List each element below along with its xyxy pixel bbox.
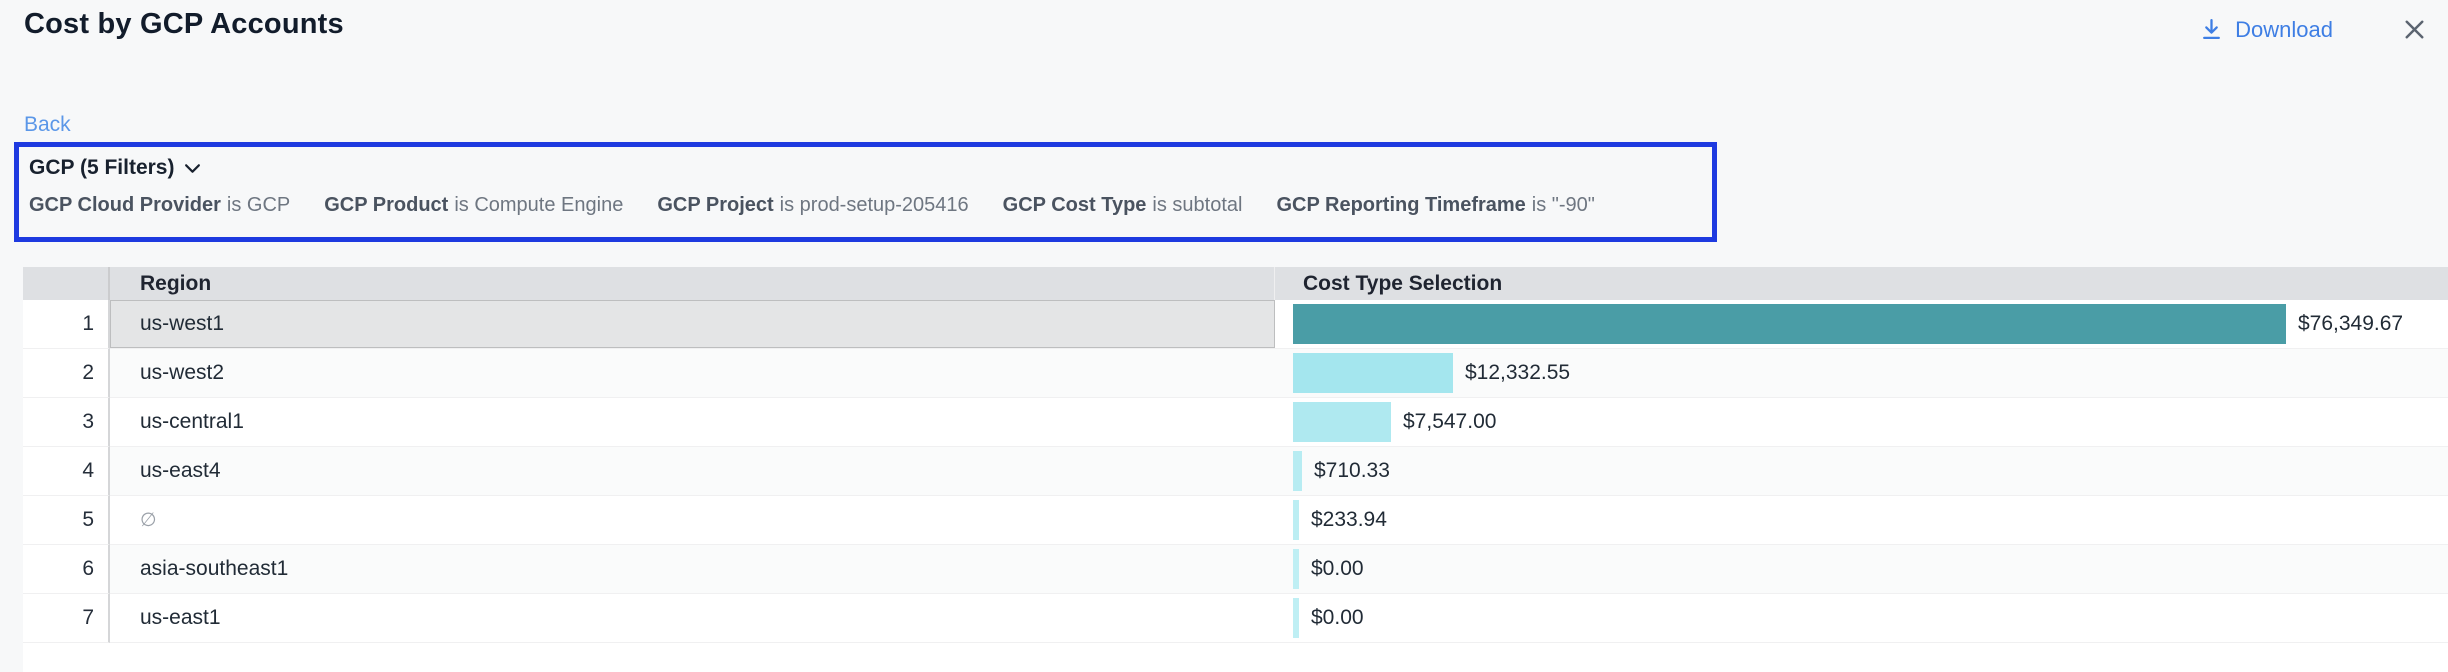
filter-field: GCP Cost Type [1003,194,1147,216]
table-row[interactable]: 6 asia-southeast1 $0.00 [23,545,2448,594]
table-header: Region Cost Type Selection [23,267,2448,300]
chevron-down-icon [184,163,201,174]
row-index-cell: 3 [23,398,110,447]
download-label: Download [2235,17,2333,43]
row-index-cell: 2 [23,349,110,398]
region-cell[interactable]: us-west2 [110,349,1275,398]
cost-value: $0.00 [1311,557,1364,581]
region-cell[interactable]: us-east4 [110,447,1275,496]
region-cell[interactable]: ∅ [110,496,1275,545]
table-row[interactable]: 7 us-east1 $0.00 [23,594,2448,643]
cost-report-modal: Cost by GCP Accounts Download Back GCP (… [0,0,2448,672]
region-cell[interactable]: us-central1 [110,398,1275,447]
filter-condition: is prod-setup-205416 [780,194,969,216]
cost-cell[interactable]: $0.00 [1275,594,2448,643]
table-row[interactable]: 1 us-west1 $76,349.67 [23,300,2448,349]
back-link[interactable]: Back [24,113,71,137]
cost-cell[interactable]: $710.33 [1275,447,2448,496]
cost-bar [1293,500,1299,540]
cost-cell[interactable]: $0.00 [1275,545,2448,594]
filter-item[interactable]: GCP Cost Typeis subtotal [1003,194,1243,217]
cost-bar [1293,353,1453,393]
cost-value: $76,349.67 [2298,312,2403,336]
filter-list: GCP Cloud Provider is GCP GCP Product is C… [29,194,1702,217]
top-actions: Download [2199,14,2430,45]
table-row[interactable]: 2 us-west2 $12,332.55 [23,349,2448,398]
page-title: Cost by GCP Accounts [24,8,344,41]
row-index-cell: 1 [23,300,110,349]
cost-value: $7,547.00 [1403,410,1496,434]
region-cell[interactable]: us-west1 [110,300,1275,349]
table-body: 1 us-west1 $76,349.67 2 us-west2 $12,332… [23,300,2448,643]
cost-bar [1293,304,2286,344]
cost-bar [1293,402,1391,442]
download-button[interactable]: Download [2199,16,2333,43]
filter-condition: is GCP [227,194,290,216]
header-row-number [23,267,110,300]
cost-cell[interactable]: $76,349.67 [1275,300,2448,349]
table-row[interactable]: 3 us-central1 $7,547.00 [23,398,2448,447]
filter-field: GCP Reporting Timeframe [1276,194,1525,216]
filter-summary-label: GCP (5 Filters) [29,156,174,180]
filter-item[interactable]: GCP Product is Compute Engine [324,194,623,217]
filter-condition: is "-90" [1532,194,1595,216]
cost-value: $0.00 [1311,606,1364,630]
close-icon[interactable] [2399,14,2430,45]
table-row[interactable]: 4 us-east4 $710.33 [23,447,2448,496]
results-table: Region Cost Type Selection 1 us-west1 $7… [23,267,2448,672]
filter-condition: is subtotal [1152,194,1242,216]
row-index-cell: 4 [23,447,110,496]
cost-bar [1293,451,1302,491]
cost-value: $710.33 [1314,459,1390,483]
filter-field: GCP Cloud Provider [29,194,221,216]
cost-cell[interactable]: $233.94 [1275,496,2448,545]
filter-item[interactable]: GCP Reporting Timeframe is "-90" [1276,194,1594,217]
filter-panel: GCP (5 Filters) GCP Cloud Provider is GCP… [14,142,1717,242]
cost-cell[interactable]: $12,332.55 [1275,349,2448,398]
table-row[interactable]: 5 ∅ $233.94 [23,496,2448,545]
header-region[interactable]: Region [110,267,1275,300]
cost-cell[interactable]: $7,547.00 [1275,398,2448,447]
cost-bar [1293,598,1299,638]
row-index-cell: 7 [23,594,110,643]
row-index-cell: 5 [23,496,110,545]
filter-field: GCP Product [324,194,448,216]
cost-value: $12,332.55 [1465,361,1570,385]
cost-bar [1293,549,1299,589]
cost-value: $233.94 [1311,508,1387,532]
region-cell[interactable]: asia-southeast1 [110,545,1275,594]
header-cost-type-selection[interactable]: Cost Type Selection [1275,267,2448,300]
filter-summary-toggle[interactable]: GCP (5 Filters) [29,156,201,180]
filter-field: GCP Project [657,194,773,216]
filter-item[interactable]: GCP Cloud Provider is GCP [29,194,290,217]
filter-item[interactable]: GCP Project is prod-setup-205416 [657,194,968,217]
download-icon [2199,16,2224,43]
row-index-cell: 6 [23,545,110,594]
filter-condition: is Compute Engine [454,194,623,216]
region-cell[interactable]: us-east1 [110,594,1275,643]
